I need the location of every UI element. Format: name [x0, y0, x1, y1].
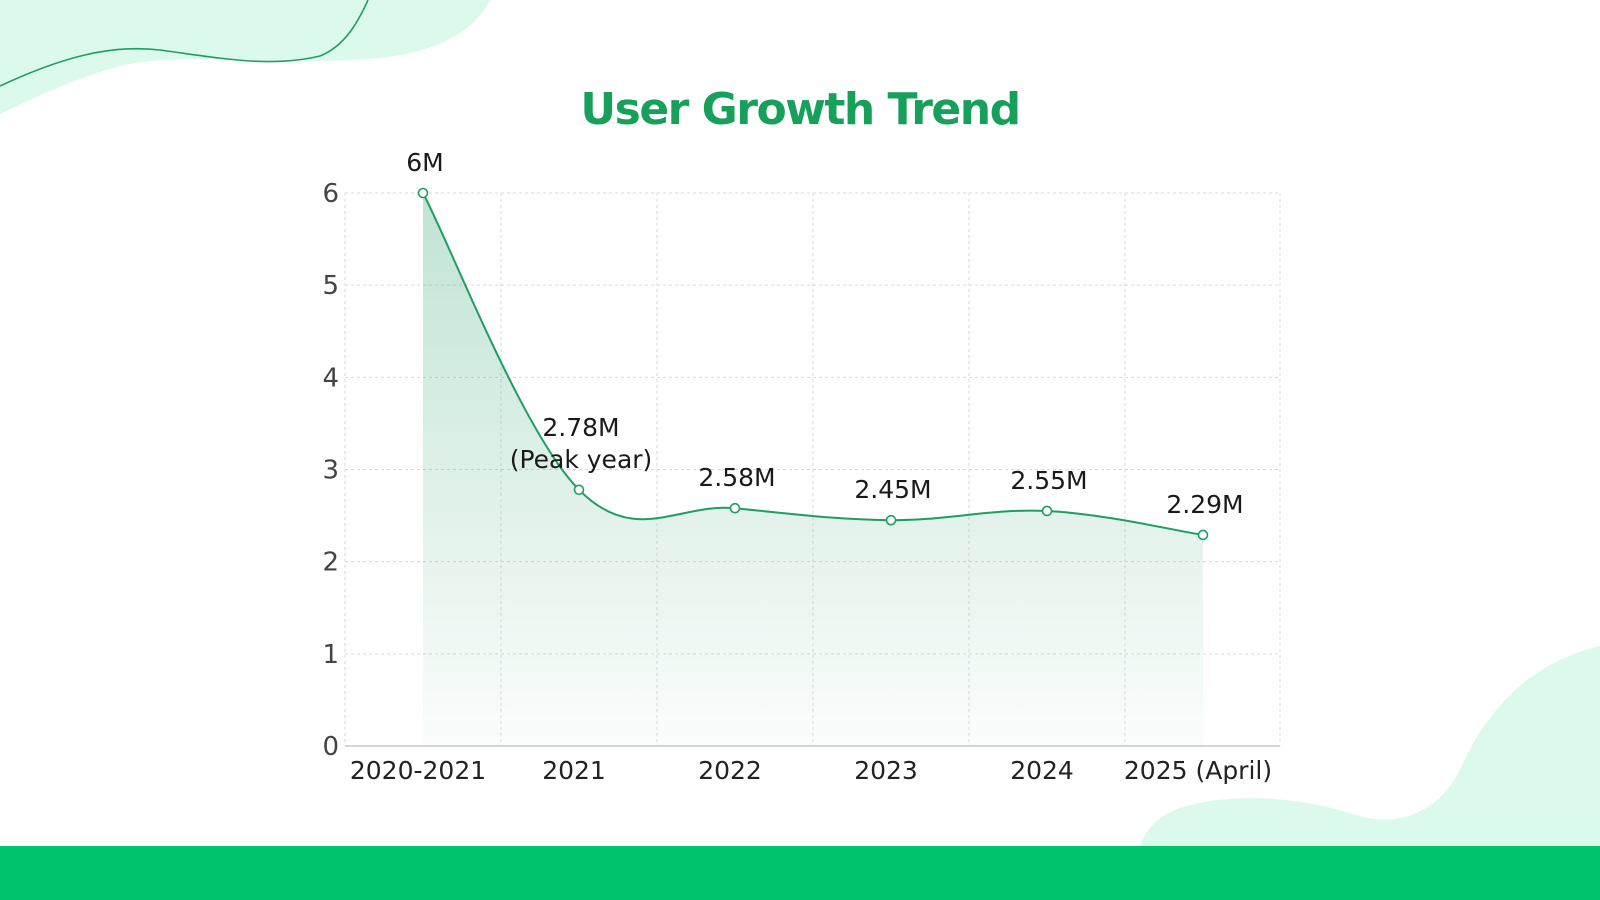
data-label: 2.78M [542, 413, 619, 442]
x-tick-label: 2023 [854, 756, 918, 785]
x-tick-label: 2021 [542, 756, 606, 785]
y-tick-label: 0 [322, 732, 339, 762]
x-tick-label: 2025 (April) [1124, 756, 1272, 785]
y-tick-label: 6 [322, 179, 339, 209]
top-left-wave-line [0, 0, 369, 87]
data-label: 2.29M [1166, 490, 1243, 519]
data-label: (Peak year) [510, 445, 653, 474]
y-tick-label: 3 [322, 456, 339, 486]
data-label: 2.45M [854, 475, 931, 504]
bottom-bar [0, 846, 1600, 900]
data-point [573, 484, 585, 496]
chart-title: User Growth Trend [580, 84, 1021, 135]
data-point [885, 514, 897, 526]
y-tick-label: 2 [322, 548, 339, 578]
x-tick-label: 2020-2021 [350, 756, 486, 785]
data-label: 2.58M [698, 463, 775, 492]
data-point [729, 502, 741, 514]
y-tick-label: 1 [322, 640, 339, 670]
data-point [1041, 505, 1053, 517]
y-tick-label: 5 [322, 271, 339, 301]
x-tick-label: 2024 [1010, 756, 1074, 785]
top-left-blob [0, 0, 490, 114]
y-tick-label: 4 [322, 363, 339, 393]
x-tick-label: 2022 [698, 756, 762, 785]
data-label: 2.55M [1010, 466, 1087, 495]
bottom-right-blob [1140, 646, 1600, 846]
series-area [423, 193, 1203, 746]
data-point [1197, 529, 1209, 541]
data-point [417, 187, 429, 199]
data-label: 6M [406, 148, 443, 177]
